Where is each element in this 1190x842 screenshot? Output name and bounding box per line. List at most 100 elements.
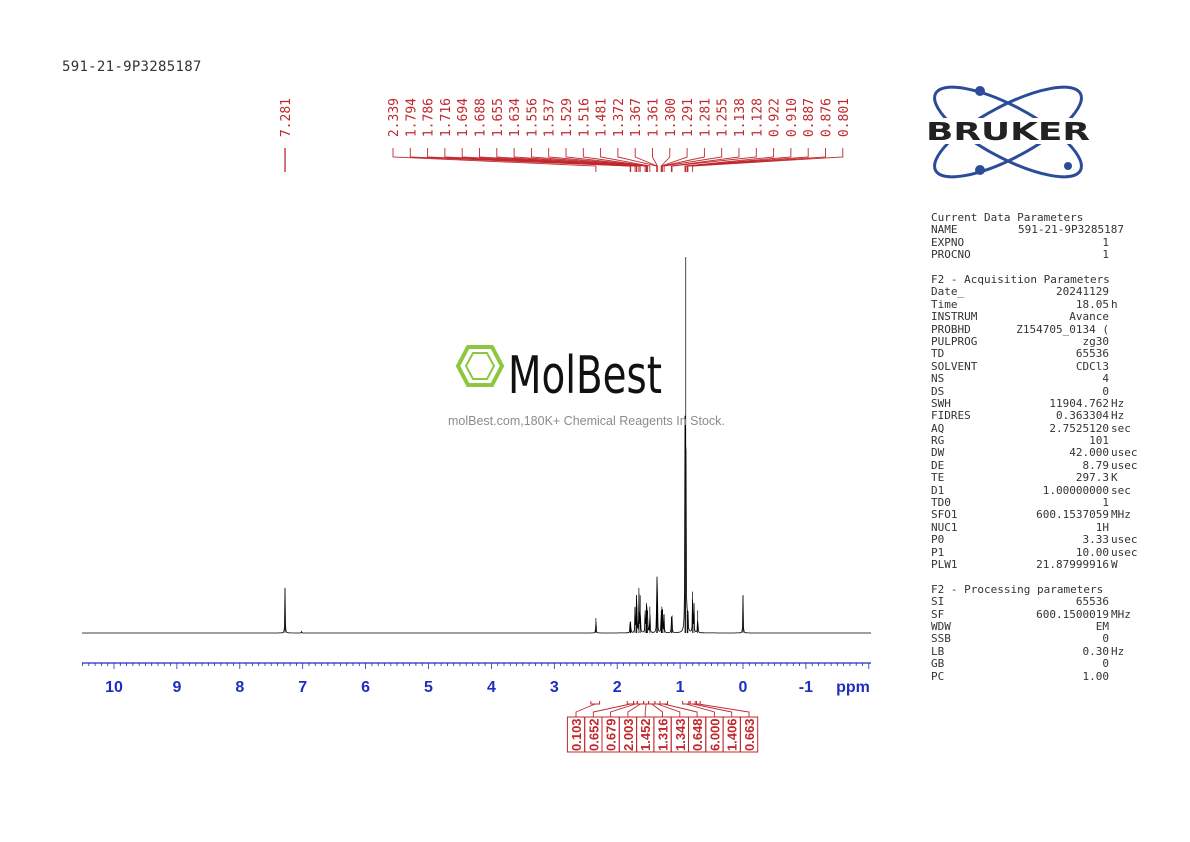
peak-label: 2.339: [387, 98, 402, 137]
param-row: SWH 11904.762 Hz: [931, 396, 1146, 410]
param-row: TD0 1: [931, 496, 1146, 510]
integral-bracket: [590, 701, 601, 705]
trace-layer: [82, 257, 871, 634]
param-row: D1 1.00000000 sec: [931, 484, 1146, 497]
param-key: AQ: [931, 421, 945, 435]
peak-label-leader: [444, 148, 636, 172]
integral-label: 1.452: [638, 718, 653, 751]
param-value: 0.363304: [1056, 409, 1109, 423]
param-value: 65536: [1075, 347, 1109, 361]
param-section-header: Current Data Parameters: [931, 211, 1084, 224]
x-tick-label: 5: [424, 679, 433, 696]
param-key: NAME: [931, 223, 958, 237]
param-row: TD 65536: [931, 347, 1146, 361]
param-row: Date_ 20241129: [931, 285, 1146, 298]
integral-label: 0.663: [742, 718, 757, 751]
param-key: PROBHD: [931, 322, 971, 336]
integral-bracket: [648, 701, 656, 705]
param-key: RG: [931, 434, 945, 448]
param-key: SI: [931, 595, 945, 609]
param-unit: W: [1111, 557, 1118, 571]
param-row: Time 18.05 h: [931, 297, 1146, 311]
param-row: PULPROG zg30: [931, 334, 1146, 348]
param-key: LB: [931, 644, 945, 658]
peak-label: 1.481: [595, 98, 610, 137]
param-key: GB: [931, 657, 945, 671]
peak-label: 0.922: [768, 98, 783, 137]
integral-leader: [692, 703, 733, 717]
integral-label: 2.003: [621, 718, 636, 751]
peak-label: 1.300: [664, 98, 679, 137]
peak-label: 1.255: [716, 98, 731, 137]
param-unit: usec: [1111, 533, 1138, 547]
peak-label-leader: [565, 148, 648, 172]
param-key: FIDRES: [931, 409, 971, 423]
x-tick-label: 1: [676, 679, 685, 696]
bruker-wordmark: BRUKER: [926, 117, 1090, 146]
param-value: 0.30: [1082, 644, 1110, 658]
param-value: 591-21-9P3285187: [1018, 223, 1124, 237]
param-key: PULPROG: [931, 334, 978, 348]
integral-leader: [663, 703, 698, 717]
integral-layer: 0.103 0.652 0.679 2.003 1.452 1.316 1.343 0.648…: [566, 701, 759, 753]
peak-label: 0.801: [837, 98, 852, 137]
param-value: 8.79: [1082, 458, 1110, 472]
param-value: 65536: [1075, 595, 1109, 609]
molbest-watermark: MolBest: [448, 340, 748, 440]
param-value: 18.05: [1075, 297, 1109, 311]
peak-label: 0.876: [820, 98, 835, 137]
peak-label-layer: 7.281 2.339 1.794 1.786 1.716 1.694 1.688 1.655…: [279, 98, 852, 172]
param-value: 600.1537059: [1036, 508, 1109, 522]
integral-leader: [644, 703, 647, 717]
param-key: NS: [931, 372, 945, 386]
integral-bracket: [682, 701, 690, 705]
param-unit: usec: [1111, 446, 1138, 460]
integral-bracket: [636, 701, 645, 705]
param-key: SSB: [931, 632, 951, 646]
peak-label: 0.910: [785, 98, 800, 137]
param-unit: h: [1111, 297, 1118, 311]
param-row: SFO1 600.1537059 MHz: [931, 508, 1146, 522]
param-section-header: F2 - Processing parameters: [931, 582, 1104, 596]
peak-label: 1.281: [698, 98, 713, 137]
param-unit: MHz: [1111, 607, 1131, 621]
integral-label: 0.679: [604, 718, 619, 751]
param-value: 1: [1102, 496, 1109, 510]
param-row: NAME 591-21-9P3285187: [931, 223, 1146, 237]
integral-label: 1.343: [673, 718, 688, 751]
molbest-brand: MolBest: [508, 346, 662, 406]
param-row: AQ 2.7525120 sec: [931, 421, 1146, 435]
peak-label: 1.716: [439, 98, 454, 137]
peak-label: 1.291: [681, 98, 696, 137]
param-section-acquisition: F2 - Acquisition Parameters Date_ 20241129…: [931, 273, 1146, 571]
peak-label: 1.372: [612, 98, 627, 137]
param-row: FIDRES 0.363304 Hz: [931, 409, 1146, 423]
param-row: DS 0: [931, 385, 1146, 398]
param-value: 101: [1089, 434, 1109, 448]
peak-label-leader: [692, 148, 844, 172]
parameters-panel: Current Data Parameters NAME 591-21-9P3285…: [931, 211, 1146, 695]
param-row: DW 42.000 usec: [931, 446, 1146, 460]
integral-leader: [657, 703, 681, 717]
param-unit: Hz: [1111, 396, 1125, 410]
integral-label: 0.103: [569, 718, 584, 751]
peak-label: 1.537: [543, 98, 558, 137]
peak-label-leader: [661, 148, 688, 172]
peak-label: 1.655: [491, 98, 506, 137]
param-section-current: Current Data Parameters NAME 591-21-9P3285…: [931, 211, 1146, 262]
param-unit: MHz: [1111, 508, 1131, 522]
peak-label: 1.367: [629, 98, 644, 137]
param-value: Avance: [1069, 310, 1109, 324]
peak-label: 1.794: [404, 98, 419, 137]
peak-label-leader: [686, 148, 809, 172]
peak-label-leader: [661, 148, 705, 172]
integral-bracket: [633, 701, 638, 705]
x-tick-label: 2: [613, 679, 622, 696]
integral-label: 6.000: [707, 718, 722, 751]
param-row: PROBHD Z154705_0134 (: [931, 322, 1146, 336]
param-value: 1: [1102, 235, 1109, 249]
param-row: GB 0: [931, 657, 1146, 671]
param-row: P1 10.00 usec: [931, 546, 1146, 559]
x-tick-label: 6: [361, 679, 370, 696]
integral-leader: [627, 703, 641, 717]
